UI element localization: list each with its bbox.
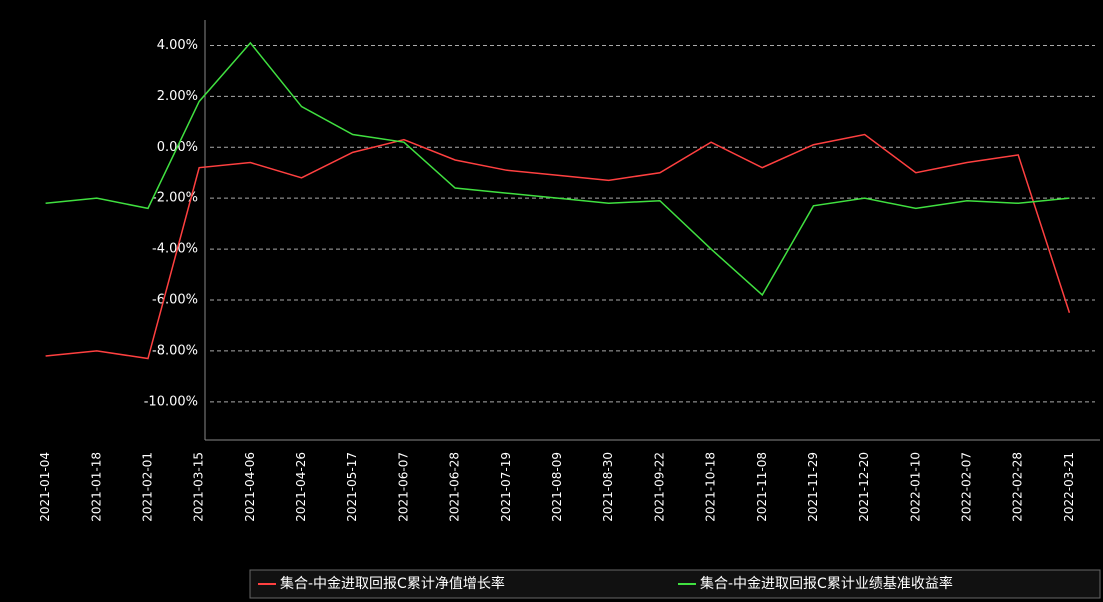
x-tick-label: 2021-11-29	[806, 452, 820, 522]
x-tick-label: 2021-07-19	[499, 452, 513, 522]
x-tick-label: 2021-03-15	[192, 452, 206, 522]
x-tick-label: 2021-09-22	[652, 452, 666, 522]
chart: 4.00%2.00%0.00%-2.00%-4.00%-6.00%-8.00%-…	[0, 0, 1103, 602]
x-tick-label: 2021-10-18	[704, 452, 718, 522]
legend-label: 集合-中金进取回报C累计净值增长率	[280, 575, 505, 592]
x-tick-label: 2022-02-28	[1011, 452, 1025, 522]
y-tick-label: -8.00%	[152, 343, 198, 358]
y-tick-label: 4.00%	[157, 38, 198, 53]
x-tick-label: 2021-06-07	[396, 452, 410, 522]
y-tick-label: 2.00%	[157, 89, 198, 104]
legend-label: 集合-中金进取回报C累计业绩基准收益率	[700, 575, 953, 592]
x-tick-label: 2021-01-04	[38, 452, 52, 522]
x-tick-label: 2021-02-01	[140, 452, 154, 522]
x-tick-label: 2021-08-09	[550, 452, 564, 522]
x-tick-label: 2021-05-17	[345, 452, 359, 522]
x-tick-label: 2021-11-08	[755, 452, 769, 522]
x-tick-label: 2021-08-30	[601, 452, 615, 522]
y-tick-label: -10.00%	[144, 394, 198, 409]
x-tick-label: 2022-01-10	[908, 452, 922, 522]
x-tick-label: 2022-02-07	[960, 452, 974, 522]
x-tick-label: 2022-03-21	[1062, 452, 1076, 522]
x-tick-label: 2021-01-18	[89, 452, 103, 522]
x-tick-label: 2021-06-28	[448, 452, 462, 522]
y-tick-label: -6.00%	[152, 293, 198, 308]
x-tick-label: 2021-04-26	[294, 452, 308, 522]
x-tick-label: 2021-04-06	[243, 452, 257, 522]
x-tick-label: 2021-12-20	[857, 452, 871, 522]
y-tick-label: -4.00%	[152, 242, 198, 257]
